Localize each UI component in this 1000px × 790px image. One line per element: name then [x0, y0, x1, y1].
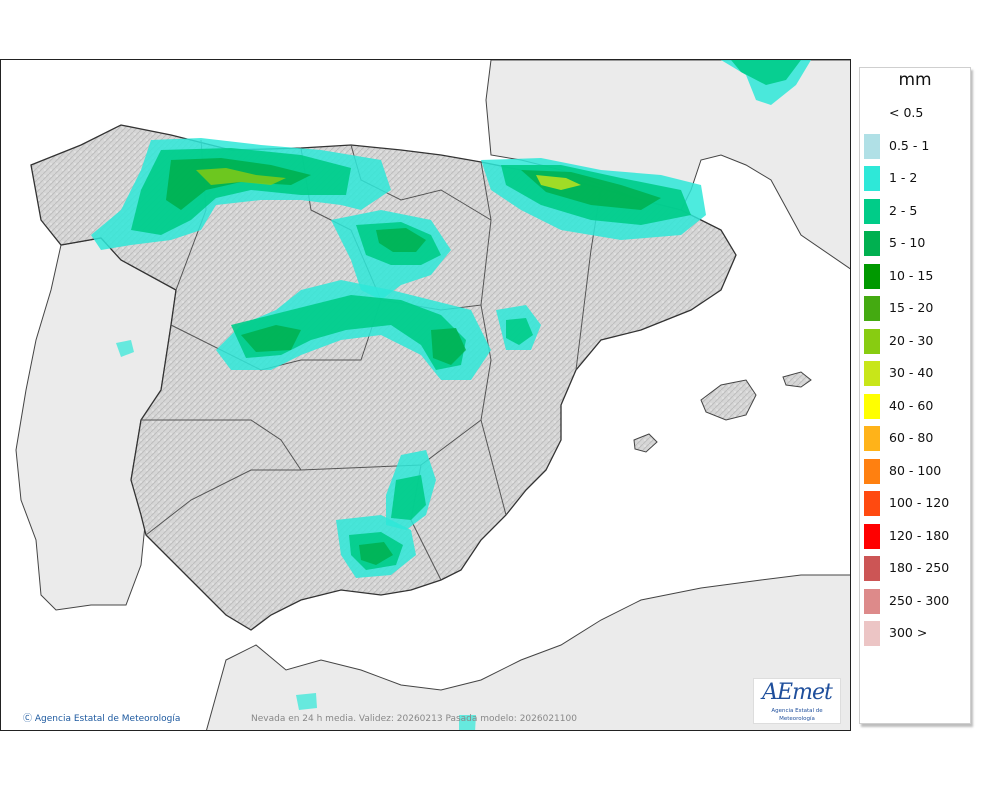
legend-label: 1 - 2: [889, 170, 918, 185]
logo-subtext: Agencia Estatal de Meteorología: [771, 708, 823, 722]
legend-label: 40 - 60: [889, 397, 934, 413]
mallorca: [700, 379, 757, 421]
legend-label: 300 >: [889, 625, 928, 640]
legend-swatch: [864, 426, 880, 451]
legend-label: 100 - 120: [889, 495, 950, 510]
validity-label: Nevada en 24 h media. Validez: 20260213 …: [251, 714, 577, 724]
legend-swatch: [864, 166, 880, 191]
legend-swatch: [864, 458, 880, 484]
legend-swatch: [864, 588, 880, 614]
legend-swatch: [864, 491, 880, 516]
legend-swatch: [864, 556, 880, 581]
legend-swatch: [864, 263, 880, 289]
legend-panel: mm < 0.5 0.5 - 1 1 - 2 2 - 5 5 - 10 10 - 15 15…: [859, 67, 971, 724]
legend-label: 10 - 15: [889, 267, 934, 283]
legend-swatch: [864, 231, 880, 256]
legend-label: 5 - 10: [889, 235, 926, 250]
legend-label: < 0.5: [889, 105, 924, 120]
legend-label: 2 - 5: [889, 202, 918, 218]
legend-swatch: [864, 621, 880, 646]
legend-label: 180 - 250: [889, 560, 950, 575]
legend-swatch: [864, 101, 880, 126]
copyright-icon: Ⓒ: [23, 714, 33, 724]
legend-label: 30 - 40: [889, 365, 934, 380]
aemet-logo: AEmet Agencia Estatal de Meteorología: [753, 678, 841, 724]
legend-swatch: [864, 393, 880, 419]
legend-swatch: [864, 133, 880, 159]
legend-label: 15 - 20: [889, 300, 934, 315]
menorca: [782, 371, 812, 388]
legend-label: 80 - 100: [889, 462, 942, 478]
logo-brand: AEmet: [762, 680, 833, 705]
ibiza: [633, 433, 658, 453]
spain-landmass: [30, 124, 737, 631]
snowfall-layer: [91, 60, 811, 730]
legend-swatch: [864, 328, 880, 354]
credit-label: Ⓒ Agencia Estatal de Meteorología: [23, 711, 180, 724]
credit-text: Agencia Estatal de Meteorología: [34, 714, 181, 724]
legend-swatch: [864, 198, 880, 224]
legend-label: 250 - 300: [889, 592, 950, 608]
legend-label: 20 - 30: [889, 332, 934, 348]
legend-unit: mm: [898, 70, 932, 90]
snowfall-map: Ⓒ Agencia Estatal de Meteorología Nevada…: [0, 59, 851, 731]
legend-swatch: [864, 523, 880, 549]
map-canvas: [1, 60, 850, 730]
legend-label: 60 - 80: [889, 430, 934, 445]
legend-swatch: [864, 296, 880, 321]
legend-label: 120 - 180: [889, 527, 950, 543]
legend-swatch: [864, 361, 880, 386]
africa-landmass: [206, 574, 850, 730]
legend-label: 0.5 - 1: [889, 137, 930, 153]
